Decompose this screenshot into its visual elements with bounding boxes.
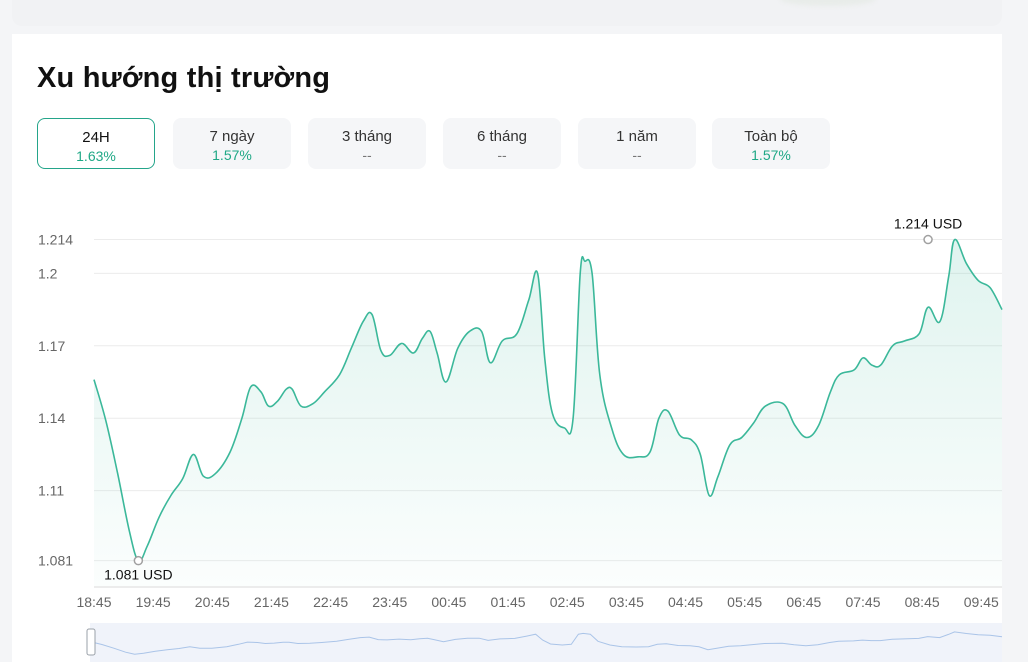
x-tick-label: 20:45 [195, 594, 230, 610]
tab-7-days[interactable]: 7 ngày 1.57% [173, 118, 291, 169]
x-tick-label: 21:45 [254, 594, 289, 610]
price-area [94, 239, 1002, 587]
price-line [93, 238, 1003, 562]
max-price-label: 1.214 USD [894, 216, 962, 232]
y-tick-label: 1.214 [38, 232, 73, 248]
tab-1-year[interactable]: 1 năm -- [578, 118, 696, 169]
y-axis: 1.214 1.2 1.17 1.14 1.11 1.081 [38, 232, 73, 569]
x-tick-label: 04:45 [668, 594, 703, 610]
y-tick-label: 1.14 [38, 410, 65, 426]
tab-label: 1 năm [616, 128, 658, 145]
min-price-label: 1.081 USD [104, 567, 172, 583]
x-tick-label: 23:45 [372, 594, 407, 610]
x-tick-label: 06:45 [786, 594, 821, 610]
tab-change-value: -- [632, 147, 642, 163]
top-strip [12, 0, 1002, 26]
x-tick-label: 02:45 [550, 594, 585, 610]
tab-change-value: -- [362, 147, 372, 163]
extreme-markers: 1.214 USD 1.081 USD [104, 216, 962, 583]
tab-change-value: -- [497, 147, 507, 163]
x-tick-label: 03:45 [609, 594, 644, 610]
tab-all-time[interactable]: Toàn bộ 1.57% [712, 118, 830, 169]
min-point-marker [133, 555, 144, 566]
page-title: Xu hướng thị trường [37, 62, 331, 94]
tab-label: 7 ngày [209, 128, 255, 145]
navigator-background [90, 623, 1002, 662]
tab-label: Toàn bộ [744, 128, 798, 145]
max-point-marker [923, 234, 933, 245]
x-tick-label: 19:45 [136, 594, 171, 610]
x-axis: 18:45 19:45 20:45 21:45 22:45 23:45 00:45 01:45… [76, 594, 999, 610]
navigator-line [89, 631, 1003, 655]
x-tick-label: 18:45 [76, 594, 111, 610]
y-tick-label: 1.081 [38, 553, 73, 569]
tab-6-months[interactable]: 6 tháng -- [443, 118, 561, 169]
x-tick-label: 05:45 [727, 594, 762, 610]
navigator-left-handle[interactable] [86, 628, 96, 656]
tab-24h[interactable]: 24H 1.63% [37, 118, 155, 169]
y-tick-label: 1.2 [38, 265, 58, 281]
x-tick-label: 00:45 [431, 594, 466, 610]
tab-change-value: 1.57% [212, 147, 252, 163]
tab-label: 24H [82, 129, 110, 146]
x-tick-label: 01:45 [491, 594, 526, 610]
tab-label: 6 tháng [476, 128, 528, 145]
tab-label: 3 tháng [341, 128, 393, 145]
range-navigator[interactable] [86, 623, 1003, 662]
top-blob [780, 0, 876, 6]
tab-3-months[interactable]: 3 tháng -- [308, 118, 426, 169]
x-tick-label: 07:45 [845, 594, 880, 610]
tab-change-value: 1.57% [751, 147, 791, 163]
x-tick-label: 22:45 [313, 594, 348, 610]
tab-change-value: 1.63% [76, 148, 116, 164]
x-tick-label: 09:45 [964, 594, 999, 610]
y-tick-label: 1.17 [38, 338, 65, 354]
x-tick-label: 08:45 [905, 594, 940, 610]
y-tick-label: 1.11 [38, 483, 64, 499]
